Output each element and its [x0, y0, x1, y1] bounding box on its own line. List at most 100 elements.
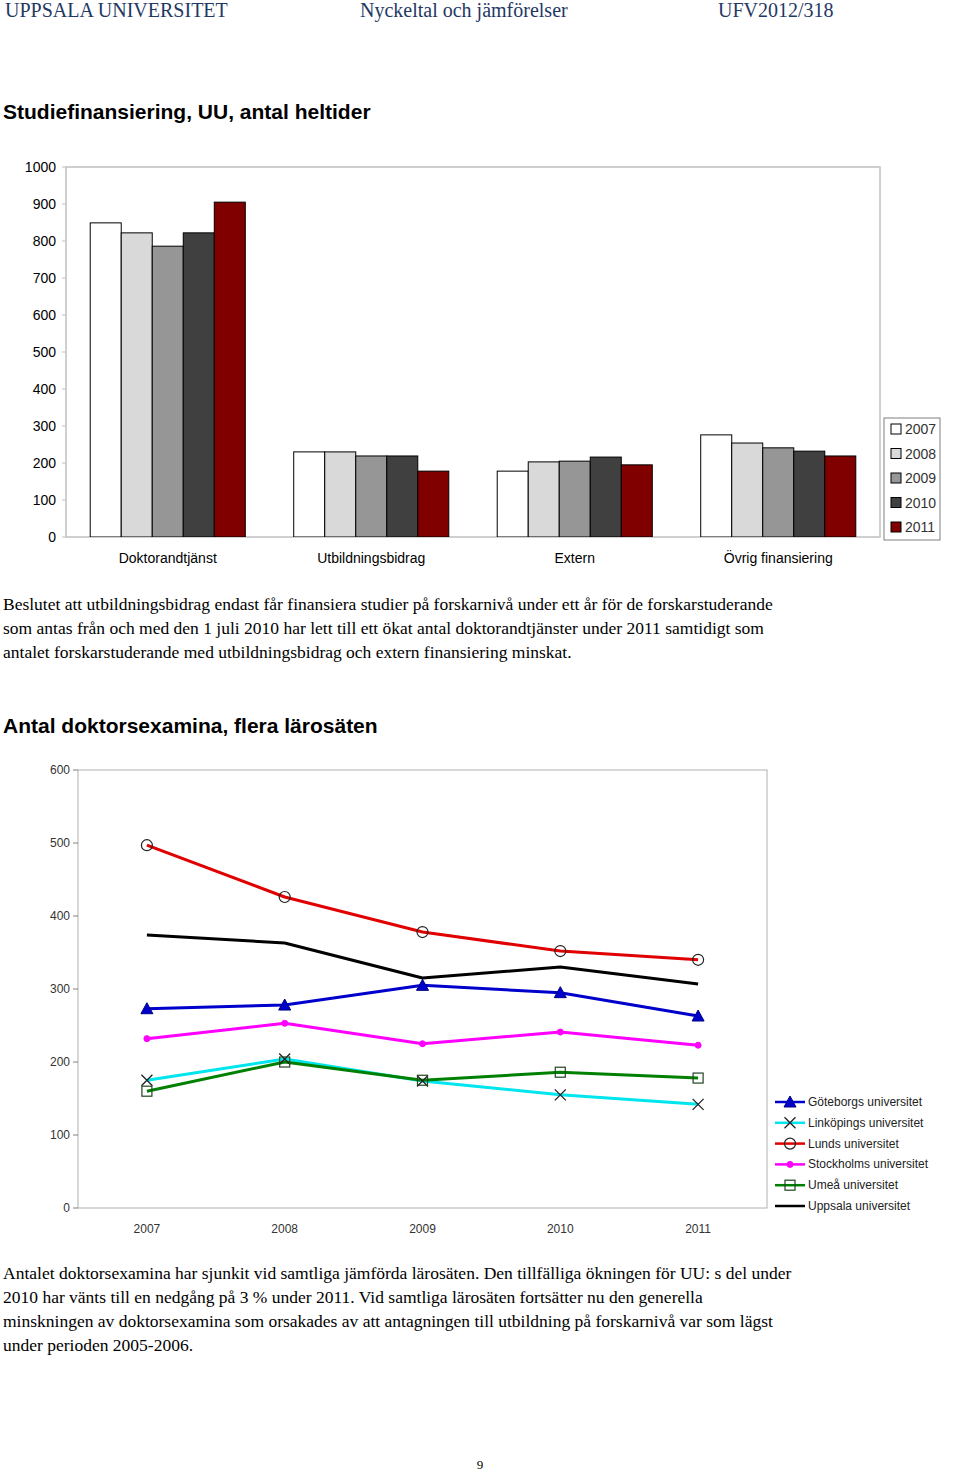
- legend-label: 2010: [905, 495, 936, 511]
- bar: [90, 223, 121, 537]
- y-tick: [73, 1208, 78, 1209]
- series-line: [147, 845, 698, 960]
- point: [279, 1054, 290, 1065]
- legend-label: Uppsala universitet: [808, 1199, 911, 1213]
- legend-label: 2009: [905, 470, 936, 486]
- plot-frame: [66, 167, 880, 537]
- legend-marker: [784, 1096, 796, 1107]
- point: [555, 946, 566, 957]
- paragraph-line: Beslutet att utbildningsbidrag endast få…: [3, 594, 773, 614]
- legend-swatch: [891, 498, 901, 508]
- y-tick-label: 100: [50, 1128, 70, 1142]
- legend-label: Umeå universitet: [808, 1178, 899, 1192]
- bar: [418, 471, 449, 537]
- y-tick: [62, 167, 66, 168]
- x-tick-label: Utbildningsbidrag: [317, 550, 425, 566]
- legend-marker: [785, 1138, 796, 1149]
- chart-title: Antal doktorsexamina, flera lärosäten: [3, 714, 378, 737]
- x-tick-label: 2010: [547, 1222, 574, 1236]
- y-tick: [62, 352, 66, 353]
- y-tick-label: 300: [50, 982, 70, 996]
- y-tick: [73, 916, 78, 917]
- y-tick-label: 300: [33, 418, 57, 434]
- y-tick: [62, 500, 66, 501]
- x-tick-label: 2009: [409, 1222, 436, 1236]
- paragraph-line: Antalet doktorsexamina har sjunkit vid s…: [3, 1263, 791, 1283]
- bar: [387, 456, 418, 537]
- point: [141, 1075, 152, 1086]
- legend-label: Linköpings universitet: [808, 1116, 924, 1130]
- y-tick: [62, 241, 66, 242]
- legend-swatch: [891, 424, 901, 434]
- point: [417, 979, 429, 990]
- y-tick: [62, 315, 66, 316]
- bar: [590, 457, 621, 537]
- point: [695, 1042, 701, 1048]
- y-tick: [62, 204, 66, 205]
- y-tick: [73, 1062, 78, 1063]
- y-tick: [62, 537, 66, 538]
- paragraph-line: under perioden 2005-2006.: [3, 1335, 193, 1355]
- header-center: Nyckeltal och jämförelser: [360, 0, 568, 22]
- y-tick: [62, 463, 66, 464]
- header-left: UPPSALA UNIVERSITET: [5, 0, 228, 21]
- x-tick-label: 2011: [685, 1222, 711, 1236]
- bar: [121, 233, 152, 537]
- paragraph-line: 2010 har vänts till en nedgång på 3 % un…: [3, 1287, 703, 1307]
- point: [555, 1067, 565, 1077]
- bar: [621, 465, 652, 537]
- bar: [294, 452, 325, 537]
- plot-frame: [78, 770, 767, 1208]
- y-tick: [73, 1135, 78, 1136]
- page-number: 9: [477, 1457, 484, 1472]
- legend-label: Lunds universitet: [808, 1137, 899, 1151]
- paragraph-line: minskningen av doktorsexamina som orsaka…: [3, 1311, 773, 1331]
- y-tick-label: 500: [33, 344, 57, 360]
- legend-label: 2007: [905, 421, 936, 437]
- point: [144, 1036, 150, 1042]
- point: [142, 1086, 152, 1096]
- x-tick-label: Extern: [555, 550, 595, 566]
- y-tick-label: 800: [33, 233, 57, 249]
- point: [141, 840, 152, 851]
- page: UPPSALA UNIVERSITET Nyckeltal och jämföre…: [0, 0, 960, 1472]
- legend-swatch: [891, 449, 901, 459]
- y-tick: [62, 278, 66, 279]
- y-tick: [62, 389, 66, 390]
- bar: [528, 462, 559, 537]
- legend-line: [775, 1205, 805, 1208]
- series-line: [147, 1062, 698, 1091]
- y-tick-label: 200: [33, 455, 57, 471]
- y-tick-label: 1000: [25, 159, 56, 175]
- legend-marker: [785, 1117, 796, 1128]
- y-tick-label: 900: [33, 196, 57, 212]
- point: [554, 987, 566, 998]
- bar: [701, 435, 732, 537]
- bar: [214, 202, 245, 537]
- paragraph-line: som antas från och med den 1 juli 2010 h…: [3, 618, 764, 638]
- point: [555, 1089, 566, 1100]
- point: [279, 892, 290, 903]
- y-tick-label: 600: [33, 307, 57, 323]
- point: [279, 999, 291, 1010]
- bar: [794, 451, 825, 537]
- bar: [763, 448, 794, 537]
- lines: [141, 840, 704, 1110]
- paragraph-line: antalet forskarstuderande med utbildning…: [3, 642, 572, 662]
- legend-label: Göteborgs universitet: [808, 1095, 923, 1109]
- point: [693, 954, 704, 965]
- legend-swatch: [891, 522, 901, 532]
- bars: [90, 202, 856, 537]
- y-tick: [73, 843, 78, 844]
- y-tick-label: 500: [50, 836, 70, 850]
- point: [557, 1029, 563, 1035]
- y-tick-label: 0: [63, 1201, 70, 1215]
- bar: [152, 246, 183, 537]
- y-tick-label: 100: [33, 492, 57, 508]
- y-tick: [62, 426, 66, 427]
- bar: [497, 471, 528, 537]
- point: [420, 1041, 426, 1047]
- x-tick-label: Doktorandtjänst: [119, 550, 217, 566]
- legend-marker: [787, 1161, 793, 1167]
- point: [141, 1003, 153, 1014]
